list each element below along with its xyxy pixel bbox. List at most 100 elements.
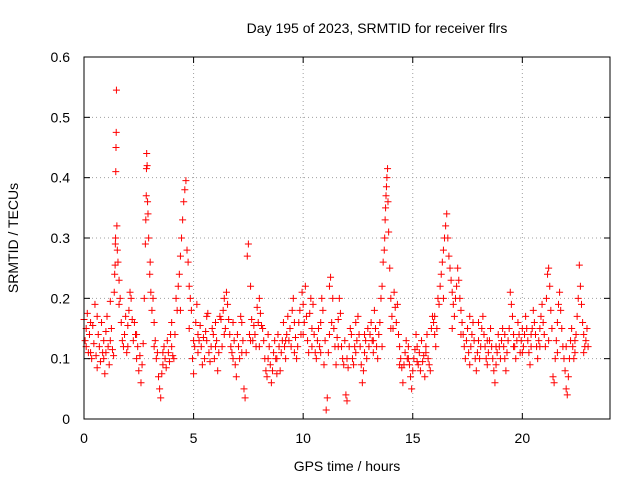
data-point (570, 355, 578, 363)
x-tick-label: 5 (190, 430, 198, 446)
data-point (505, 325, 513, 332)
data-point (514, 318, 522, 326)
data-point (454, 264, 462, 272)
data-point (576, 282, 584, 290)
data-point (238, 349, 246, 357)
data-point (309, 300, 317, 308)
data-point (203, 312, 211, 320)
data-point (528, 325, 536, 332)
data-point (305, 349, 313, 357)
data-point (145, 234, 153, 242)
data-point (466, 361, 474, 369)
data-point (318, 294, 326, 302)
data-point (182, 177, 190, 185)
data-point (343, 397, 351, 405)
y-tick-label: 0.2 (51, 290, 71, 306)
data-point (160, 343, 168, 351)
data-point (421, 373, 429, 381)
data-point (467, 343, 475, 351)
data-point (431, 331, 439, 339)
data-point (110, 288, 118, 296)
data-point (212, 343, 219, 351)
data-point (382, 204, 390, 212)
data-point (270, 349, 278, 357)
data-point (561, 367, 569, 375)
data-point (376, 318, 384, 326)
data-point (123, 349, 131, 357)
data-point (413, 358, 421, 366)
data-point (129, 337, 137, 345)
data-point (317, 318, 325, 326)
data-point (457, 306, 465, 314)
data-point (262, 367, 270, 375)
data-point (85, 331, 93, 339)
data-point (554, 300, 562, 308)
data-point (213, 337, 221, 345)
data-point (98, 318, 106, 326)
data-point (521, 331, 529, 339)
data-point (344, 364, 352, 372)
data-point (298, 288, 306, 296)
data-point (330, 325, 338, 332)
data-point (487, 325, 495, 332)
data-point (395, 331, 403, 339)
data-point (254, 318, 262, 326)
data-point (199, 334, 207, 342)
data-point (508, 312, 516, 320)
data-point (476, 355, 484, 363)
data-point (220, 331, 228, 339)
data-point (545, 264, 553, 272)
data-point (564, 373, 572, 381)
data-point (359, 367, 367, 375)
data-point (489, 355, 497, 363)
data-point (407, 373, 415, 381)
data-point (321, 337, 329, 345)
data-point (91, 300, 99, 308)
data-point (217, 315, 225, 323)
data-point (483, 337, 491, 345)
data-point (103, 312, 111, 320)
data-point (498, 337, 506, 345)
y-tick-label: 0.3 (51, 230, 71, 246)
data-point (347, 331, 355, 339)
data-point (112, 86, 120, 94)
data-point (556, 288, 564, 296)
data-point (162, 364, 170, 372)
data-point (192, 318, 200, 326)
data-point (435, 300, 443, 308)
data-point (325, 331, 333, 339)
data-point (413, 343, 421, 351)
data-point (382, 183, 390, 191)
data-point (255, 294, 263, 302)
data-point (445, 252, 453, 260)
data-point (130, 318, 138, 326)
data-point (546, 282, 554, 290)
data-point (510, 343, 518, 351)
data-point (112, 144, 120, 151)
data-point (422, 343, 430, 351)
data-point (155, 373, 163, 381)
data-point (319, 306, 327, 314)
data-point (185, 282, 193, 290)
data-point (553, 318, 561, 326)
data-point (102, 349, 110, 357)
data-point (87, 349, 95, 357)
data-point (196, 321, 204, 329)
data-point (124, 321, 132, 329)
data-point (148, 306, 156, 314)
data-point (174, 282, 182, 290)
data-point (370, 306, 378, 314)
data-point (180, 198, 188, 206)
data-point (235, 343, 243, 351)
data-point (163, 337, 171, 345)
data-point (221, 325, 229, 332)
data-point (392, 318, 400, 326)
data-point (121, 331, 129, 339)
data-point (402, 337, 410, 345)
data-point (526, 361, 534, 369)
data-point (386, 264, 394, 272)
data-point (244, 240, 252, 248)
data-point (293, 355, 301, 363)
data-point (535, 337, 543, 345)
data-point (464, 325, 472, 332)
